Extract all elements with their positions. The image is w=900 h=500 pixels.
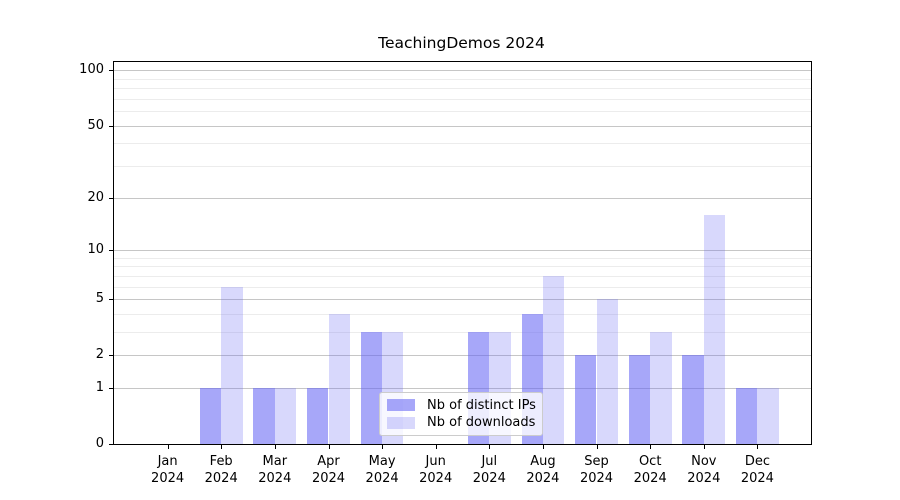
y-tick <box>109 355 113 357</box>
x-tick <box>489 445 491 449</box>
y-gridline-major <box>114 125 811 127</box>
bar-nb-of-distinct-ips <box>628 355 651 444</box>
y-gridline-minor <box>114 166 811 167</box>
bar-nb-of-distinct-ips <box>253 387 275 444</box>
y-gridline-minor <box>114 78 811 80</box>
x-tick-label: Nov 2024 <box>687 454 721 486</box>
x-tick-label: Jan 2024 <box>151 454 185 486</box>
y-gridline-minor <box>114 313 811 315</box>
y-tick <box>109 125 113 127</box>
legend-item-downloads: Nb of downloads <box>380 415 542 430</box>
y-tick <box>109 444 113 445</box>
y-tick <box>109 249 113 251</box>
x-tick <box>435 445 437 449</box>
legend-swatch-distinct-ips <box>387 399 415 412</box>
y-tick-label: 2 <box>95 347 104 363</box>
x-tick-label: Jun 2024 <box>419 454 453 486</box>
y-tick-label: 0 <box>95 436 104 451</box>
legend-label-distinct-ips: Nb of distinct IPs <box>427 397 536 413</box>
x-tick-label: Mar 2024 <box>258 454 292 486</box>
y-gridline-major <box>114 298 811 300</box>
x-tick <box>328 445 330 449</box>
y-gridline-major <box>114 387 811 389</box>
bar-nb-of-downloads <box>328 313 350 444</box>
y-gridline-minor <box>114 266 811 268</box>
y-gridline-minor <box>114 331 811 333</box>
x-tick <box>167 445 169 449</box>
x-tick <box>596 445 598 449</box>
x-tick-label: Feb 2024 <box>204 454 238 486</box>
bar-nb-of-distinct-ips <box>575 355 597 444</box>
x-tick <box>221 445 223 449</box>
x-tick-label: May 2024 <box>365 454 399 486</box>
y-gridline-major <box>114 197 811 199</box>
y-gridline-minor <box>114 286 811 288</box>
bar-nb-of-distinct-ips <box>307 387 329 444</box>
y-gridline-minor <box>114 143 811 145</box>
x-tick-label: Sep 2024 <box>579 454 614 486</box>
bar-nb-of-downloads <box>542 275 565 444</box>
x-tick <box>650 445 652 449</box>
bar-nb-of-distinct-ips <box>360 331 382 444</box>
y-tick-label: 5 <box>95 290 104 306</box>
bar-nb-of-downloads <box>650 331 672 444</box>
bar-nb-of-distinct-ips <box>735 387 758 444</box>
x-tick-label: Dec 2024 <box>740 454 774 486</box>
y-gridline-minor <box>114 257 811 259</box>
x-tick-label: Jul 2024 <box>472 454 506 486</box>
legend-label-downloads: Nb of downloads <box>427 415 536 431</box>
bar-nb-of-downloads <box>274 387 297 444</box>
bar-nb-of-distinct-ips <box>682 355 704 444</box>
x-tick-label: Apr 2024 <box>311 454 346 486</box>
x-tick <box>703 445 705 449</box>
y-tick <box>109 298 113 300</box>
x-tick-label: Oct 2024 <box>633 454 667 486</box>
plot-area <box>113 61 812 445</box>
y-gridline-major <box>114 249 811 251</box>
y-gridline-minor <box>114 275 811 277</box>
y-tick-label: 50 <box>87 117 104 133</box>
x-tick <box>542 445 544 449</box>
chart-title: TeachingDemos 2024 <box>378 34 545 52</box>
bar-nb-of-downloads <box>596 298 618 444</box>
bar-nb-of-downloads <box>757 387 779 444</box>
bar-nb-of-downloads <box>703 214 726 444</box>
y-tick-label: 10 <box>87 241 104 257</box>
legend-swatch-downloads <box>387 416 415 429</box>
bar-nb-of-downloads <box>221 286 243 444</box>
legend-item-distinct-ips: Nb of distinct IPs <box>380 398 542 413</box>
y-tick-label: 1 <box>95 379 104 395</box>
x-tick <box>757 445 759 449</box>
y-gridline-minor <box>114 88 811 90</box>
y-gridline-major <box>114 70 811 72</box>
y-gridline-minor <box>114 111 811 113</box>
bar-nb-of-distinct-ips <box>199 387 222 444</box>
x-tick <box>274 445 276 449</box>
legend: Nb of distinct IPs Nb of downloads <box>379 392 543 436</box>
y-gridline-major <box>114 355 811 357</box>
y-gridline-minor <box>114 98 811 100</box>
y-tick <box>109 387 113 389</box>
x-tick <box>382 445 384 449</box>
y-tick <box>109 197 113 199</box>
x-tick-label: Aug 2024 <box>526 454 560 486</box>
y-tick-label: 20 <box>87 189 104 205</box>
y-tick <box>109 70 113 72</box>
y-tick-label: 100 <box>79 62 104 78</box>
